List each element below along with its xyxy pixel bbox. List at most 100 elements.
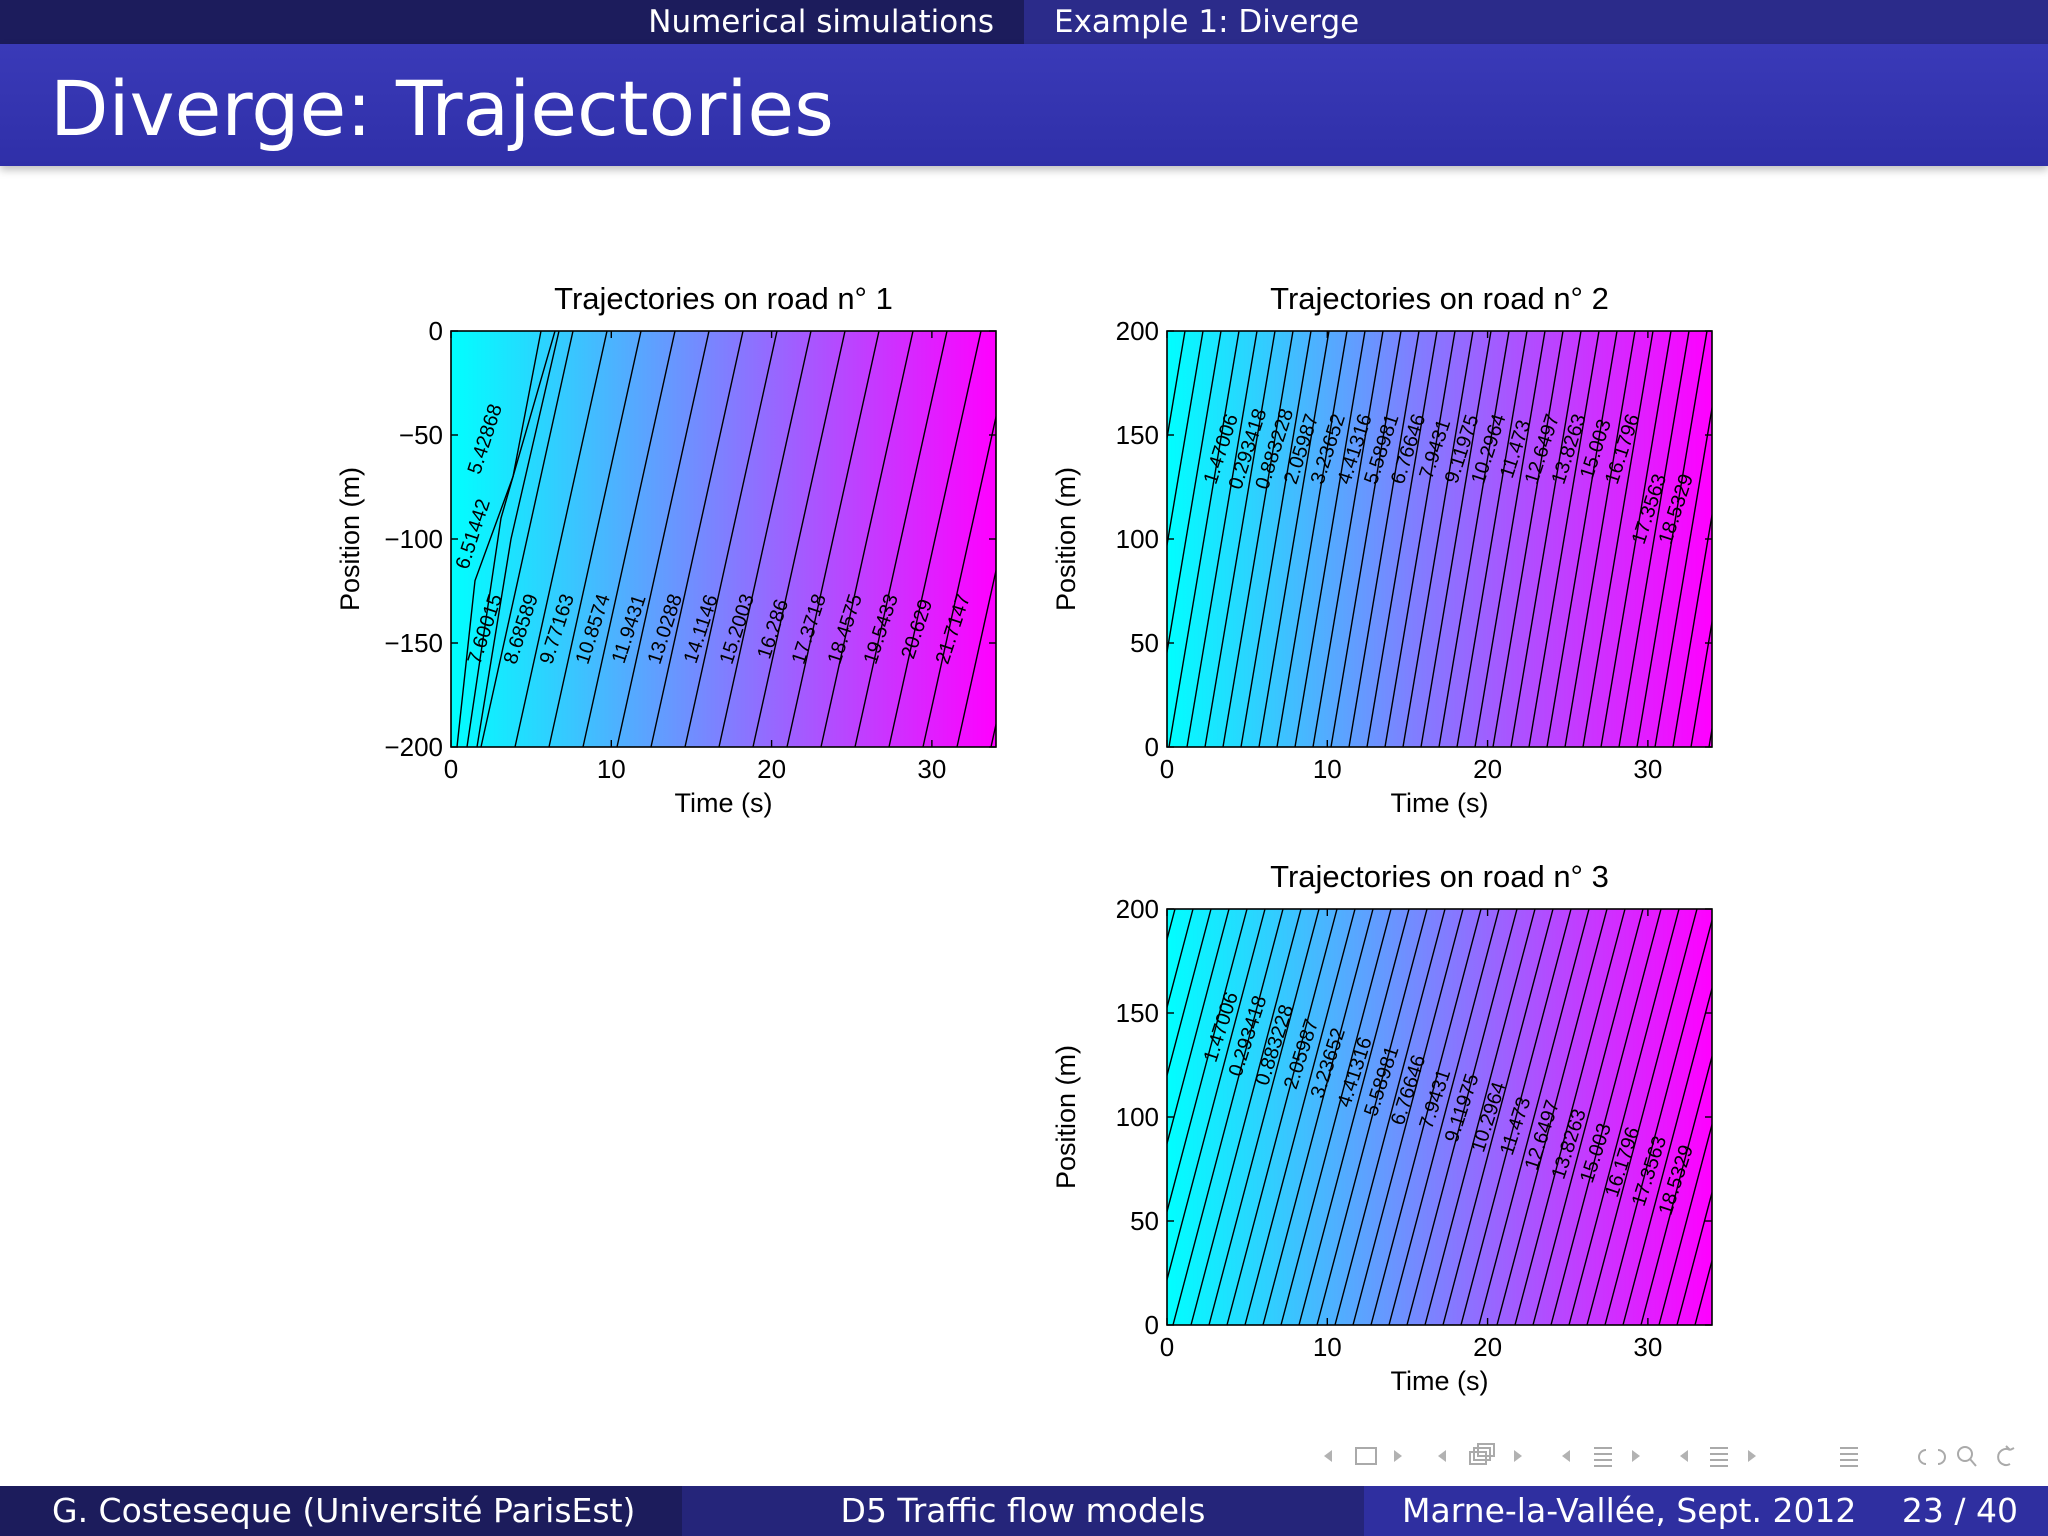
trajectory-line <box>1334 909 1446 1325</box>
trajectory-line <box>1186 331 1258 747</box>
section-icon[interactable] <box>1594 1447 1612 1467</box>
trajectory-line <box>1708 724 1712 747</box>
color-field <box>1167 909 1712 1325</box>
y-tick-label: 50 <box>1130 1206 1159 1236</box>
nav-section-link[interactable]: Numerical simulations <box>648 4 994 40</box>
subsection-prev-icon[interactable] <box>1438 1450 1446 1462</box>
y-tick-label: −150 <box>384 628 443 658</box>
x-tick-label: 10 <box>597 754 626 784</box>
section-prev-icon[interactable] <box>1562 1450 1570 1462</box>
y-tick-label: 0 <box>1145 1310 1159 1340</box>
subsection-icon[interactable] <box>1469 1443 1495 1465</box>
trajectory-line <box>1785 909 1895 1325</box>
trajectory-line <box>1727 331 1797 747</box>
trajectory-line <box>1424 909 1536 1325</box>
trajectory-line <box>922 413 996 747</box>
trajectory-line <box>1622 985 1712 1325</box>
y-tick-label: 200 <box>1116 894 1159 924</box>
x-axis-label: Time (s) <box>1391 788 1489 818</box>
trajectory-line <box>1262 909 1374 1325</box>
x-tick-label: 0 <box>1160 754 1174 784</box>
trajectory-line <box>1167 909 1194 1011</box>
trajectory-line <box>1316 909 1428 1325</box>
subsection-list-icon[interactable] <box>1710 1447 1728 1467</box>
trajectory-line <box>888 331 982 747</box>
y-tick-label: −50 <box>399 420 443 450</box>
slide-title: Diverge: Trajectories <box>50 64 834 153</box>
trajectory-line <box>1474 331 1546 747</box>
trajectory-line <box>456 331 542 747</box>
trajectory-line <box>752 331 846 747</box>
x-axis-label: Time (s) <box>1391 1366 1489 1396</box>
trajectory-line <box>466 331 556 747</box>
appendix-icon[interactable] <box>1840 1447 1858 1467</box>
subsection-next-icon-2[interactable] <box>1748 1450 1756 1462</box>
x-tick-label: 10 <box>1313 1332 1342 1362</box>
trajectory-line <box>786 331 880 747</box>
trajectory-line <box>1226 909 1338 1325</box>
trajectory-line <box>1190 909 1302 1325</box>
search-icon[interactable] <box>1957 1446 1977 1467</box>
x-axis-label: Time (s) <box>675 788 773 818</box>
footer-place-date: Marne-la-Vallée, Sept. 2012 <box>1402 1491 1857 1530</box>
frame-prev-icon[interactable] <box>1324 1450 1332 1462</box>
x-tick-label: 10 <box>1313 754 1342 784</box>
trajectory-line <box>1492 331 1564 747</box>
trajectory-line <box>548 331 642 747</box>
x-tick-label: 30 <box>1633 754 1662 784</box>
trajectory-line <box>1222 331 1294 747</box>
trajectory-lines <box>456 331 996 747</box>
trajectory-line <box>1167 331 1186 443</box>
trajectory-lines <box>1167 909 1895 1325</box>
trajectory-line <box>1745 331 1815 747</box>
trajectory-line <box>1636 331 1708 747</box>
frame-icon[interactable] <box>1355 1447 1377 1465</box>
x-tick-label: 30 <box>917 754 946 784</box>
y-tick-label: 100 <box>1116 1102 1159 1132</box>
x-tick-label: 20 <box>757 754 786 784</box>
trajectory-line <box>1312 331 1384 747</box>
trajectory-line <box>514 331 608 747</box>
trajectory-line <box>1294 331 1366 747</box>
trajectory-line <box>1172 909 1284 1325</box>
trajectory-line <box>1168 331 1240 747</box>
x-tick-label: 20 <box>1473 754 1502 784</box>
trajectory-line <box>1586 909 1698 1325</box>
nav-subsection-link[interactable]: Example 1: Diverge <box>1054 4 1360 40</box>
subsection-next-icon[interactable] <box>1514 1450 1522 1462</box>
nav-section-bg <box>0 0 1020 44</box>
trajectory-line <box>1749 909 1859 1325</box>
nav-subsection-bg <box>1024 0 2048 44</box>
x-tick-label: 20 <box>1473 1332 1502 1362</box>
x-tick-label: 0 <box>1160 1332 1174 1362</box>
x-tick-label: 30 <box>1633 1332 1662 1362</box>
navigation-bar: Numerical simulations Example 1: Diverge <box>0 0 2048 44</box>
back-icon[interactable] <box>1918 1449 1946 1465</box>
y-tick-label: 150 <box>1116 420 1159 450</box>
y-tick-label: 0 <box>429 316 443 346</box>
trajectory-line <box>1276 331 1348 747</box>
trajectory-line <box>1564 331 1636 747</box>
trajectory-line <box>1478 909 1590 1325</box>
footer-title: D5 Traffic flow models <box>840 1491 1206 1530</box>
trajectory-line <box>1348 331 1420 747</box>
y-tick-label: 50 <box>1130 628 1159 658</box>
trajectory-line <box>718 331 812 747</box>
trajectory-line <box>1240 331 1312 747</box>
x-tick-label: 0 <box>444 754 458 784</box>
trajectory-line <box>1582 331 1654 747</box>
section-next-icon[interactable] <box>1632 1450 1640 1462</box>
trajectory-line <box>616 331 710 747</box>
subsection-prev-icon-2[interactable] <box>1680 1450 1688 1462</box>
chart-title: Trajectories on road n° 3 <box>1270 859 1609 894</box>
trajectory-line <box>1568 909 1680 1325</box>
y-tick-label: 100 <box>1116 524 1159 554</box>
color-field <box>451 331 996 747</box>
trajectory-line <box>1204 331 1276 747</box>
trajectory-line <box>1654 404 1712 747</box>
frame-next-icon[interactable] <box>1394 1450 1402 1462</box>
trajectory-line <box>1366 331 1438 747</box>
zoom-icon[interactable] <box>1997 1445 2015 1466</box>
trajectory-line <box>1713 909 1823 1325</box>
trajectory-line <box>1456 331 1528 747</box>
